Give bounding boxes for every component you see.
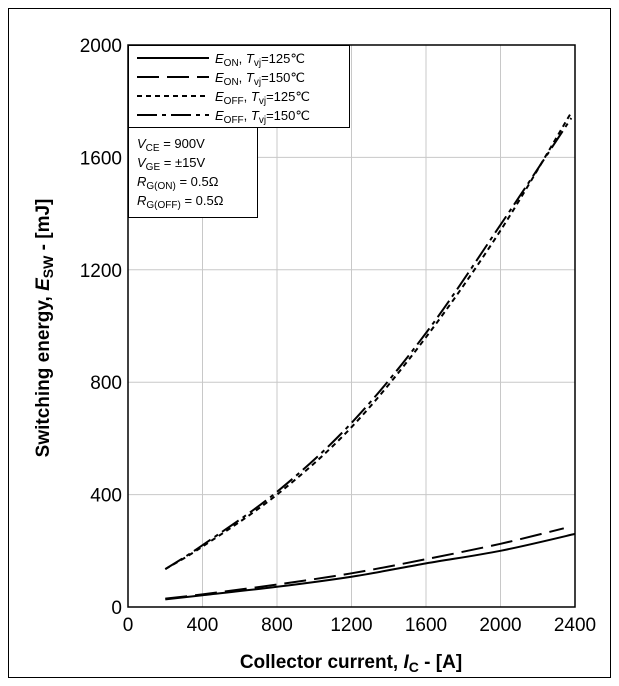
x-tick-label: 2000 <box>479 615 521 636</box>
x-axis-title: Collector current, IC - [A] <box>240 652 462 675</box>
series-line-3 <box>164 111 573 570</box>
series-line-4 <box>164 117 573 570</box>
legend-label-4: EOFF, Tvj=150℃ <box>215 108 310 126</box>
condition-3: RG(ON) = 0.5Ω <box>137 174 219 192</box>
x-tick-label: 1600 <box>405 615 447 636</box>
x-tick-label: 1200 <box>330 615 372 636</box>
chart-frame: 0 400 800 1200 1600 2000 2400 0 400 800 1200 1600 2… <box>8 8 611 678</box>
x-tick-label: 2400 <box>554 615 596 636</box>
outer-border <box>8 8 611 678</box>
y-tick-label: 2000 <box>80 36 122 57</box>
conditions-box-border <box>128 127 258 218</box>
x-tick-label: 800 <box>261 615 293 636</box>
condition-1: VCE = 900V <box>137 136 205 154</box>
y-tick-label: 800 <box>90 373 122 394</box>
y-tick-label: 0 <box>111 598 122 619</box>
series-line-1 <box>165 532 576 601</box>
plot-border <box>127 44 576 608</box>
series-line-2 <box>165 527 565 600</box>
x-tick-label: 400 <box>187 615 219 636</box>
legend-box <box>128 45 350 128</box>
y-tick-label: 1200 <box>80 261 122 282</box>
condition-2: VGE = ±15V <box>137 155 206 173</box>
legend-label-3: EOFF, Tvj=125℃ <box>215 89 310 107</box>
legend-label-2: EON, Tvj=150℃ <box>215 70 305 88</box>
x-tick-label: 0 <box>123 615 134 636</box>
legend-label-1: EON, Tvj=125℃ <box>215 51 305 69</box>
y-tick-label: 1600 <box>80 148 122 169</box>
y-tick-label: 400 <box>90 486 122 507</box>
series-layer <box>164 111 576 601</box>
grid <box>128 45 575 607</box>
x-ticks: 0 400 800 1200 1600 2000 2400 <box>123 615 596 636</box>
condition-4: RG(OFF) = 0.5Ω <box>137 193 224 211</box>
y-ticks: 0 400 800 1200 1600 2000 <box>80 36 122 619</box>
y-axis-title: Switching energy, ESW - [mJ] <box>33 199 56 458</box>
chart: 0 400 800 1200 1600 2000 2400 0 400 800 1200 1600 2… <box>8 8 611 678</box>
